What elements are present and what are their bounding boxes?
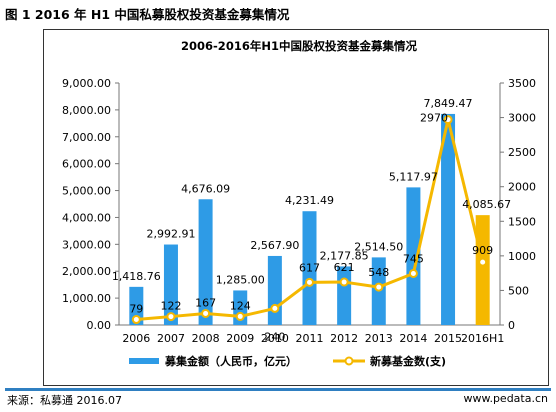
right-tick-label: 1500 (508, 215, 536, 228)
line-data-labels: 79 122 167 124 240 617 621 548 745 2970 909 (129, 112, 493, 344)
legend-bar-label: 募集金额（人民币，亿元） (164, 354, 297, 368)
website-url: www.pedata.cn (463, 392, 548, 405)
line-point (443, 115, 453, 125)
bottom-rule (5, 388, 551, 391)
x-tick-label: 2015 (434, 332, 462, 345)
bar (198, 199, 213, 325)
line-series (131, 115, 488, 325)
chart-frame (43, 29, 549, 386)
line-value-label: 167 (195, 296, 216, 309)
x-tick-label: 2013 (365, 332, 393, 345)
left-tick-label: 8,000.00 (62, 104, 111, 117)
line-value-label: 617 (299, 261, 320, 274)
x-tick-label: 2011 (296, 332, 324, 345)
line-value-label: 909 (472, 244, 493, 257)
bar (337, 266, 352, 325)
bar-data-labels: 1,418.76 2,992.91 4,676.09 1,285.00 2,567.90… (112, 97, 511, 287)
x-tick-label: 2010 (261, 332, 289, 345)
bar-value-label: 4,231.49 (285, 194, 334, 207)
left-tick-label: 2,000.00 (62, 265, 111, 278)
bar-value-label: 2,177.85 (320, 249, 369, 262)
bar (267, 255, 282, 325)
line-point (339, 277, 349, 287)
bar-value-label: 2,514.50 (354, 240, 403, 253)
line-value-label: 745 (403, 252, 424, 265)
line-value-label: 79 (129, 303, 143, 316)
line-point (166, 312, 176, 322)
chart-title: 2006-2016年H1中国股权投资基金募集情况 (181, 39, 417, 53)
x-tick-label: 2016H1 (461, 332, 504, 345)
line-point (374, 282, 384, 292)
right-tick-label: 0 (508, 319, 515, 332)
bar (129, 286, 144, 325)
bar-value-label: 4,085.67 (462, 198, 511, 211)
left-tick-label: 5,000.00 (62, 185, 111, 198)
left-tick-label: 7,000.00 (62, 131, 111, 144)
line-point (408, 268, 418, 278)
x-axis-ticks: 2006 2007 2008 2009 2010 2011 2012 2013 2014 2015… (122, 332, 504, 345)
bar-value-label: 2,992.91 (146, 228, 195, 241)
left-tick-label: 3,000.00 (62, 238, 111, 251)
line-point (270, 303, 280, 313)
left-tick-label: 6,000.00 (62, 158, 111, 171)
bar-value-label: 7,849.47 (424, 97, 473, 110)
right-tick-label: 500 (508, 284, 529, 297)
right-tick-label: 3000 (508, 112, 536, 125)
x-tick-label: 2009 (226, 332, 254, 345)
x-tick-label: 2014 (399, 332, 427, 345)
line-value-label: 621 (334, 261, 355, 274)
right-tick-label: 1000 (508, 250, 536, 263)
x-tick-label: 2008 (192, 332, 220, 345)
legend-bar-swatch (129, 358, 159, 364)
right-axis-ticks: 0 500 1000 1500 2000 2500 3000 3500 (500, 77, 536, 332)
line-value-label: 2970 (420, 112, 448, 125)
legend: 募集金额（人民币，亿元） 新募基金数(支) (129, 354, 446, 368)
figure-title: 图 1 2016 年 H1 中国私募股权投资基金募集情况 (5, 7, 290, 22)
legend-line-label: 新募基金数(支) (370, 354, 446, 368)
left-axis-ticks: 0.00 1,000.00 2,000.00 3,000.00 4,000.00 5,00… (62, 77, 119, 332)
right-tick-label: 2000 (508, 181, 536, 194)
left-tick-label: 9,000.00 (62, 77, 111, 90)
right-tick-label: 3500 (508, 77, 536, 90)
x-tick-label: 2007 (157, 332, 185, 345)
source-note: 来源：私募通 2016.07 (7, 394, 122, 407)
bar (406, 187, 421, 325)
bar (475, 215, 490, 325)
line-point (235, 311, 245, 321)
bar (302, 211, 317, 325)
bar-series (129, 113, 490, 326)
line-value-label: 548 (368, 266, 389, 279)
right-tick-label: 2500 (508, 146, 536, 159)
left-tick-label: 1,000.00 (62, 292, 111, 305)
bar-value-label: 5,117.97 (389, 170, 438, 183)
bar (163, 244, 178, 325)
left-tick-label: 0.00 (87, 319, 112, 332)
line-value-label: 122 (160, 300, 181, 313)
line-point (201, 308, 211, 318)
bar (441, 113, 456, 326)
bar-value-label: 1,285.00 (216, 273, 265, 286)
bar-value-label: 4,676.09 (181, 182, 230, 195)
x-tick-label: 2012 (330, 332, 358, 345)
line-point (131, 315, 141, 325)
line-value-label: 240 (264, 330, 285, 343)
bar-value-label: 1,418.76 (112, 270, 161, 283)
line-point (305, 277, 314, 287)
legend-line-marker (344, 356, 354, 366)
line-value-label: 124 (230, 299, 251, 312)
x-tick-label: 2006 (122, 332, 150, 345)
line-point (478, 257, 488, 267)
bar-value-label: 2,567.90 (250, 239, 299, 252)
left-tick-label: 4,000.00 (62, 211, 111, 224)
